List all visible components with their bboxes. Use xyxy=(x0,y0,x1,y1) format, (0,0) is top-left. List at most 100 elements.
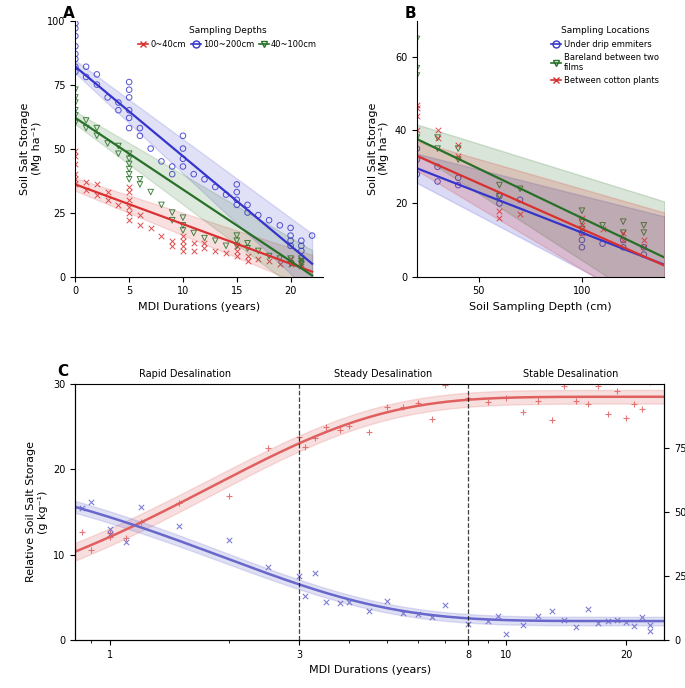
Point xyxy=(86,497,97,508)
Point xyxy=(334,424,345,435)
Point xyxy=(412,34,423,45)
Point xyxy=(102,186,113,197)
Point xyxy=(532,611,543,622)
Point xyxy=(91,79,102,90)
Point xyxy=(210,182,221,193)
Point xyxy=(102,194,113,205)
Point xyxy=(124,84,135,95)
Point xyxy=(618,241,629,252)
Point xyxy=(638,241,649,252)
Point xyxy=(177,143,188,154)
Point xyxy=(638,235,649,246)
Point xyxy=(232,240,242,251)
Legend: 0~40cm, 100~200cm, 40~100cm: 0~40cm, 100~200cm, 40~100cm xyxy=(137,25,319,50)
Point xyxy=(70,146,81,157)
Point xyxy=(177,130,188,141)
Point xyxy=(70,110,81,121)
Point xyxy=(618,235,629,246)
Point xyxy=(618,227,629,238)
Text: Stable Desalination: Stable Desalination xyxy=(523,369,619,379)
Point xyxy=(76,502,87,513)
Point xyxy=(517,407,528,418)
Point xyxy=(177,220,188,231)
X-axis label: MDI Durations (years): MDI Durations (years) xyxy=(309,665,431,675)
Point xyxy=(232,235,242,246)
Point xyxy=(242,200,253,211)
Point xyxy=(124,169,135,180)
Point xyxy=(174,521,185,532)
Point xyxy=(494,191,505,202)
Text: C: C xyxy=(58,365,68,379)
Point xyxy=(296,253,307,264)
Point xyxy=(124,207,135,218)
Point xyxy=(453,154,464,165)
Point xyxy=(221,189,232,200)
Point xyxy=(398,402,409,413)
Point xyxy=(188,246,199,257)
Point xyxy=(299,442,310,453)
Point xyxy=(638,249,649,260)
Point xyxy=(210,235,221,246)
Y-axis label: Soil Salt Storage
(Mg ha⁻¹): Soil Salt Storage (Mg ha⁻¹) xyxy=(20,103,42,195)
Point xyxy=(285,222,296,233)
Point xyxy=(577,227,588,238)
Point xyxy=(412,70,423,81)
Point xyxy=(156,156,167,167)
Point xyxy=(621,616,632,627)
Point xyxy=(577,213,588,224)
Point xyxy=(124,122,135,133)
Point xyxy=(70,179,81,190)
Point xyxy=(492,611,503,622)
Point xyxy=(232,246,242,257)
Point xyxy=(177,230,188,241)
Point xyxy=(621,412,632,423)
Point xyxy=(113,97,124,108)
Point xyxy=(612,614,623,625)
Point xyxy=(124,215,135,226)
Point xyxy=(136,502,147,513)
Point xyxy=(494,205,505,216)
Point xyxy=(293,570,304,581)
Point xyxy=(296,256,307,267)
Point xyxy=(593,380,603,391)
Point xyxy=(629,620,640,631)
Point xyxy=(177,212,188,223)
Point xyxy=(242,250,253,261)
Point xyxy=(582,399,593,410)
Point xyxy=(199,233,210,244)
Point xyxy=(532,396,543,407)
Point xyxy=(296,235,307,246)
Point xyxy=(582,603,593,614)
Point xyxy=(412,103,423,114)
Point xyxy=(70,92,81,103)
Point xyxy=(177,153,188,164)
Point xyxy=(102,92,113,103)
Point xyxy=(413,608,424,619)
Point xyxy=(145,143,156,154)
Point xyxy=(483,616,494,627)
Point xyxy=(296,246,307,257)
Point xyxy=(134,174,145,185)
Point xyxy=(253,253,264,264)
Point xyxy=(382,401,393,412)
Point xyxy=(104,527,115,538)
Point xyxy=(645,620,656,631)
Point xyxy=(412,154,423,165)
Point xyxy=(166,169,177,180)
X-axis label: MDI Durations (years): MDI Durations (years) xyxy=(138,302,260,312)
Point xyxy=(638,227,649,238)
Point xyxy=(638,241,649,252)
Point xyxy=(124,148,135,159)
Point xyxy=(70,61,81,72)
Point xyxy=(412,132,423,143)
Point xyxy=(296,258,307,269)
Point xyxy=(577,220,588,231)
Point xyxy=(136,517,147,528)
Point xyxy=(618,216,629,227)
Point xyxy=(320,422,331,433)
Point xyxy=(145,222,156,233)
Point xyxy=(602,408,613,419)
Point xyxy=(221,248,232,259)
Point xyxy=(70,41,81,52)
Y-axis label: Soil Salt Storage
(Mg ha⁻¹): Soil Salt Storage (Mg ha⁻¹) xyxy=(368,103,389,195)
